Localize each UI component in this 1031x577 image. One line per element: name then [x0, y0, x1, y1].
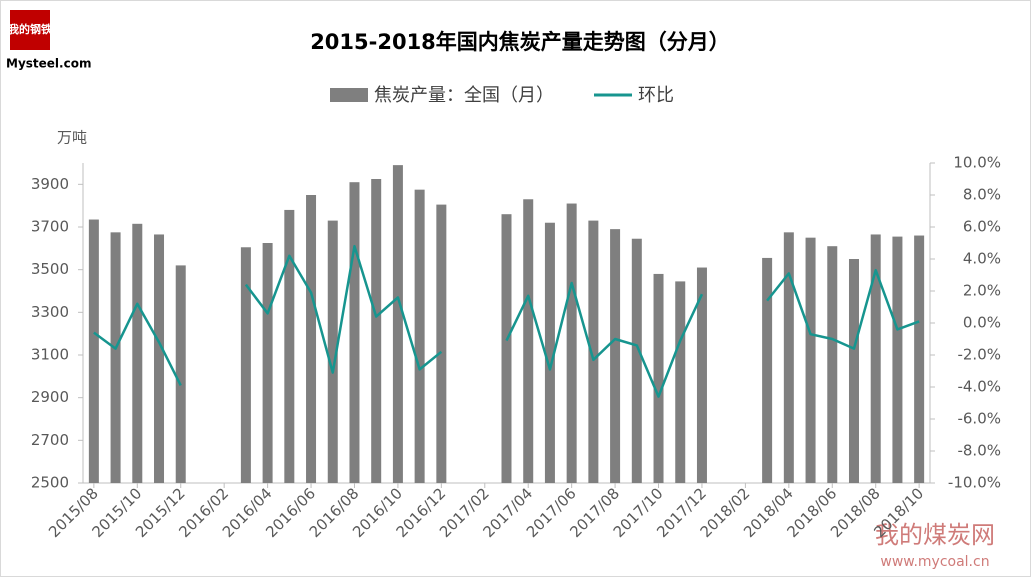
y-tick-label: 3500 [31, 260, 69, 278]
legend-swatch [330, 88, 368, 102]
bar [696, 267, 707, 483]
bar [653, 273, 664, 483]
bar [805, 237, 816, 483]
bar [783, 232, 794, 483]
bar [827, 246, 838, 483]
bar [284, 209, 295, 483]
y2-tick-label: 2.0% [963, 282, 1001, 300]
y2-tick-label: 0.0% [963, 314, 1001, 332]
bar [240, 247, 251, 483]
bar [371, 179, 382, 483]
bar [88, 219, 99, 484]
bar [631, 238, 642, 483]
bar [523, 199, 534, 483]
bar [610, 229, 621, 483]
bar [262, 243, 273, 483]
bar [327, 220, 338, 483]
bar [349, 182, 360, 483]
y2-tick-label: 10.0% [953, 154, 1001, 172]
bar [132, 223, 143, 484]
bar [306, 195, 317, 483]
watermark: 我的煤炭网 [875, 521, 995, 549]
bar [762, 257, 773, 483]
logo-box [10, 10, 50, 50]
y-tick-label: 3700 [31, 218, 69, 236]
y2-tick-label: 6.0% [963, 218, 1001, 236]
y-tick-label: 2500 [31, 474, 69, 492]
y-tick-label: 2900 [31, 388, 69, 406]
bar [892, 236, 903, 483]
legend-label: 焦炭产量：全国（月） [374, 85, 554, 106]
y2-tick-label: -2.0% [957, 346, 1001, 364]
bar [675, 281, 686, 483]
logo: 我的钢铁 [8, 22, 52, 36]
bar [154, 234, 165, 483]
chart-title: 2015-2018年国内焦炭产量走势图（分月） [310, 30, 730, 54]
bar [848, 259, 859, 483]
bar [414, 189, 425, 483]
y2-tick-label: -10.0% [948, 474, 1001, 492]
bar [914, 235, 925, 483]
y2-tick-label: -4.0% [957, 378, 1001, 396]
y-tick-label: 3900 [31, 175, 69, 193]
logo-site: Mysteel.com [6, 57, 91, 71]
bar [870, 234, 881, 483]
legend-label: 环比 [638, 85, 674, 106]
y-tick-label: 2700 [31, 431, 69, 449]
line [93, 244, 920, 398]
bar [544, 222, 555, 483]
watermark-site: www.mycoal.cn [880, 554, 989, 570]
y-tick-label: 3100 [31, 346, 69, 364]
bar [436, 204, 447, 483]
bar [566, 203, 577, 484]
y2-tick-label: -6.0% [957, 410, 1001, 428]
bar [501, 214, 512, 483]
y-axis-label: 万吨 [57, 129, 87, 147]
y2-tick-label: 4.0% [963, 250, 1001, 268]
y2-tick-label: 8.0% [963, 186, 1001, 204]
bar [110, 232, 121, 483]
y2-tick-label: -8.0% [957, 442, 1001, 460]
bar [392, 165, 403, 483]
y-tick-label: 3300 [31, 303, 69, 321]
bar [175, 265, 186, 483]
bar [588, 220, 599, 483]
